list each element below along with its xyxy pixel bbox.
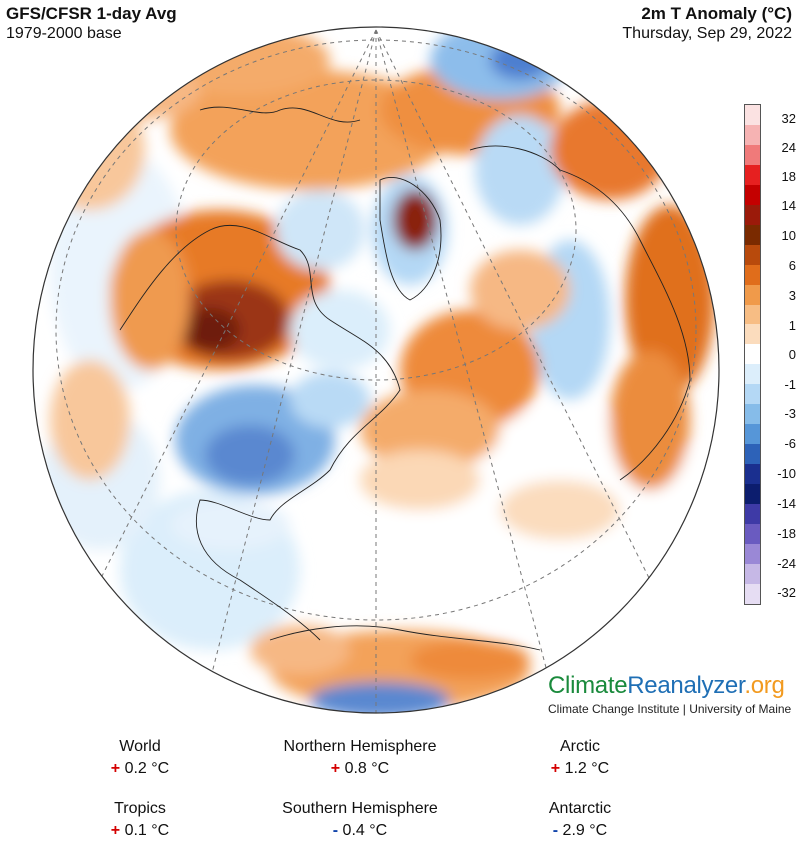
stat-value: - 2.9 °C (460, 820, 700, 842)
globe-map (32, 26, 720, 714)
stat-southern-hemisphere: Southern Hemisphere - 0.4 °C (240, 798, 480, 842)
legend-swatch (745, 204, 760, 225)
legend-swatch (745, 563, 760, 584)
legend-tick-label: 18 (781, 169, 796, 184)
legend-tick-label: -1 (784, 377, 796, 392)
legend-tick-label: 3 (788, 288, 796, 303)
legend-tick-label: -24 (777, 556, 796, 571)
stat-value: + 1.2 °C (460, 758, 700, 780)
legend-swatch (745, 184, 760, 205)
stat-label: Antarctic (548, 800, 612, 817)
legend-swatch (745, 524, 760, 544)
model-title: GFS/CFSR 1-day Avg (6, 4, 177, 23)
brand-logo[interactable]: ClimateReanalyzer.org (548, 672, 785, 700)
legend-tick-label: -10 (777, 466, 796, 481)
legend-tick-label: 24 (781, 140, 796, 155)
color-scale-legend (744, 104, 761, 605)
legend-tick-label: -32 (777, 585, 796, 600)
legend-swatch (745, 464, 760, 485)
color-scale-labels: 32 24 18 14 10 6 3 1 0 -1 -3 -6 -10 -14 -18 -24 -32 (764, 104, 798, 605)
stat-arctic: Arctic + 1.2 °C (460, 736, 700, 780)
stat-number: 1.2 °C (560, 760, 610, 777)
legend-swatch (745, 164, 760, 185)
legend-swatch (745, 144, 760, 165)
stat-value: + 0.8 °C (240, 758, 480, 780)
legend-tick-label: 32 (781, 111, 796, 126)
brand-part-reanalyzer: Reanalyzer (627, 672, 745, 699)
stat-value: + 0.2 °C (20, 758, 260, 780)
stat-world: World + 0.2 °C (20, 736, 260, 780)
legend-swatch (745, 424, 760, 445)
globe-outline (32, 26, 720, 714)
legend-swatch (745, 344, 760, 365)
legend-tick-label: -6 (784, 436, 796, 451)
stat-sign: + (330, 760, 341, 777)
legend-swatch (745, 484, 760, 505)
coastlines (119, 106, 691, 651)
legend-tick-label: 1 (788, 318, 796, 333)
stat-sign: - (552, 822, 559, 839)
legend-tick-label: 0 (788, 347, 796, 362)
stat-value: - 0.4 °C (240, 820, 480, 842)
brand-subtitle: Climate Change Institute | University of… (548, 702, 792, 716)
stat-antarctic: Antarctic - 2.9 °C (460, 798, 700, 842)
legend-swatch (745, 124, 760, 145)
stat-number: 0.4 °C (338, 822, 388, 839)
legend-swatch (745, 105, 760, 125)
legend-tick-label: 14 (781, 198, 796, 213)
legend-swatch (745, 364, 760, 385)
legend-swatch (745, 304, 760, 325)
baseline-label: 1979-2000 base (6, 25, 122, 42)
stat-number: 0.1 °C (120, 822, 170, 839)
graticule-lines (55, 29, 697, 713)
stat-number: 0.8 °C (340, 760, 390, 777)
regional-stats: World + 0.2 °C Northern Hemisphere + 0.8 °C… (0, 736, 800, 846)
legend-tick-label: 10 (781, 228, 796, 243)
legend-tick-label: -14 (777, 496, 796, 511)
legend-swatch (745, 264, 760, 285)
stat-sign: + (110, 760, 121, 777)
stat-tropics: Tropics + 0.1 °C (20, 798, 260, 842)
legend-swatch (745, 504, 760, 525)
stat-label: Tropics (114, 800, 166, 817)
variable-title: 2m T Anomaly (°C) (641, 4, 792, 23)
legend-swatch (745, 543, 760, 564)
stat-number: 0.2 °C (120, 760, 170, 777)
stat-northern-hemisphere: Northern Hemisphere + 0.8 °C (240, 736, 480, 780)
legend-swatch (745, 444, 760, 465)
stat-label: Southern Hemisphere (282, 800, 438, 817)
header-right: 2m T Anomaly (°C) Thursday, Sep 29, 2022 (622, 4, 792, 44)
brand-part-org: .org (744, 672, 785, 699)
legend-swatch (745, 284, 760, 305)
legend-swatch (745, 244, 760, 265)
stat-number: 2.9 °C (558, 822, 608, 839)
stat-label: Northern Hemisphere (283, 738, 437, 755)
legend-tick-label: -18 (777, 526, 796, 541)
stat-label: World (119, 738, 161, 755)
header-left: GFS/CFSR 1-day Avg 1979-2000 base (6, 4, 177, 44)
legend-tick-label: 6 (788, 258, 796, 273)
stat-sign: - (332, 822, 339, 839)
brand-part-climate: Climate (548, 672, 628, 699)
legend-swatch (745, 224, 760, 245)
stat-sign: + (550, 760, 561, 777)
legend-swatch (745, 583, 760, 604)
stat-sign: + (110, 822, 121, 839)
date-label: Thursday, Sep 29, 2022 (622, 25, 792, 42)
legend-swatch (745, 404, 760, 425)
legend-swatch (745, 384, 760, 405)
legend-tick-label: -3 (784, 406, 796, 421)
stat-label: Arctic (560, 738, 600, 755)
legend-swatch (745, 324, 760, 345)
stat-value: + 0.1 °C (20, 820, 260, 842)
